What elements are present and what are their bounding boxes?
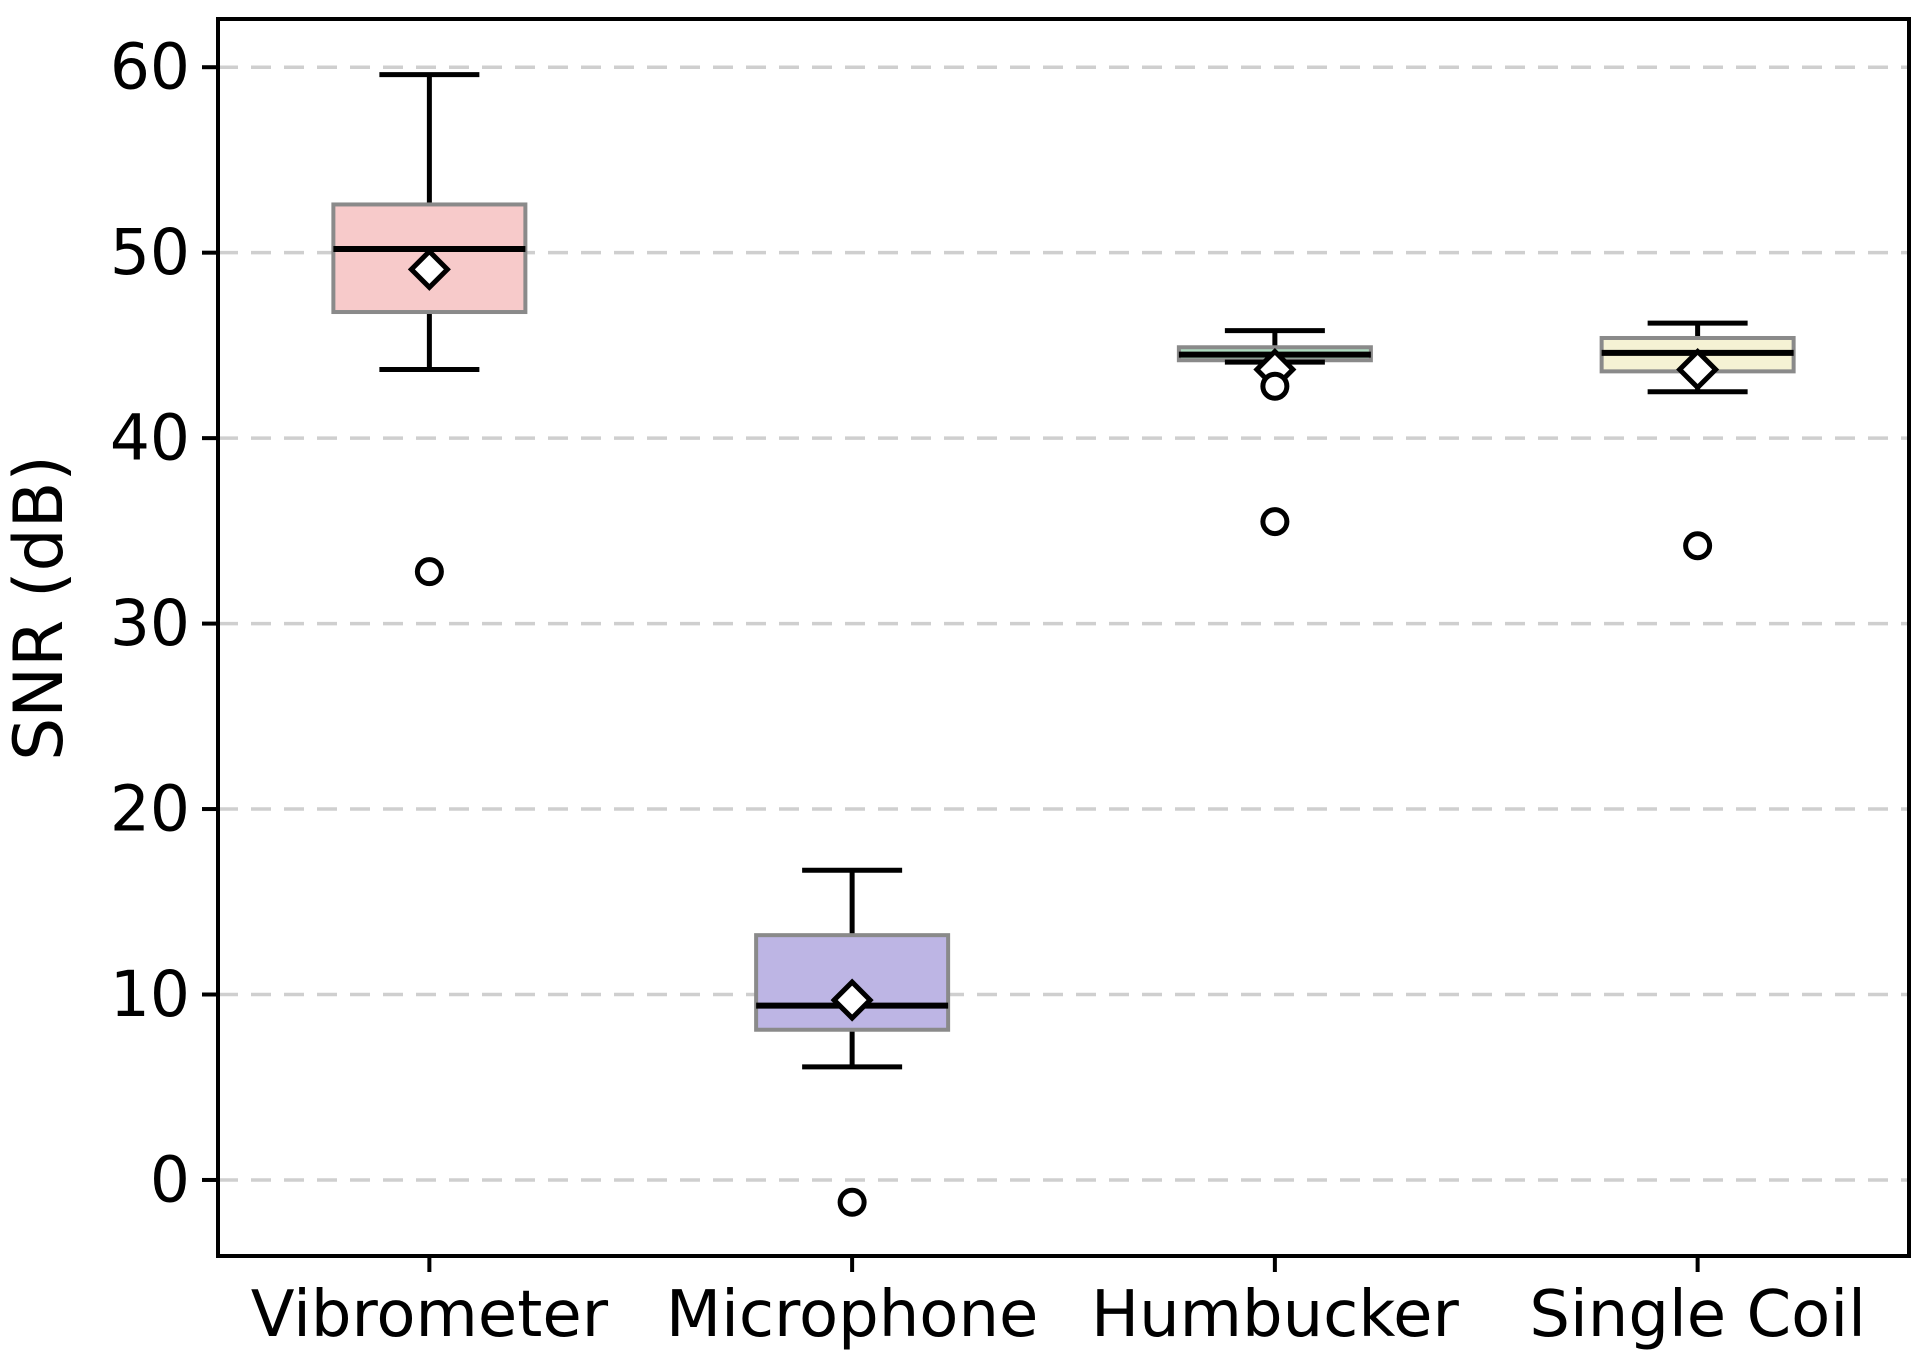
x-category-label: Single Coil bbox=[1529, 1278, 1866, 1352]
y-tick-label: 0 bbox=[150, 1143, 190, 1216]
mean-diamond-marker bbox=[830, 978, 874, 1022]
y-tick-label: 10 bbox=[110, 958, 190, 1031]
y-tick-label: 20 bbox=[110, 773, 190, 846]
y-tick-label: 30 bbox=[110, 587, 190, 660]
y-axis-label: SNR (dB) bbox=[0, 455, 79, 761]
x-axis: Vibrometer Microphone Humbucker Single Coil bbox=[251, 1256, 1866, 1352]
y-tick-label: 60 bbox=[110, 31, 190, 104]
box-microphone bbox=[754, 867, 951, 1217]
mean-diamond-marker bbox=[1676, 347, 1720, 392]
outlier-marker bbox=[837, 1187, 867, 1217]
outlier-marker bbox=[1260, 371, 1290, 401]
x-category-label: Humbucker bbox=[1091, 1278, 1460, 1352]
outlier-marker bbox=[1683, 531, 1713, 561]
box-humbucker bbox=[1176, 328, 1373, 537]
outlier-marker bbox=[1260, 507, 1290, 537]
plot-frame bbox=[216, 17, 1911, 1258]
x-category-label: Vibrometer bbox=[251, 1278, 609, 1352]
y-axis: 0 10 20 30 40 50 60 bbox=[110, 31, 218, 1216]
y-tick-label: 40 bbox=[110, 402, 190, 475]
box-single-coil bbox=[1599, 320, 1796, 561]
mean-diamond-marker bbox=[407, 247, 451, 291]
y-tick-label: 50 bbox=[110, 216, 190, 289]
box-vibrometer bbox=[331, 72, 528, 587]
outlier-marker bbox=[414, 557, 444, 587]
x-category-label: Microphone bbox=[666, 1278, 1039, 1352]
